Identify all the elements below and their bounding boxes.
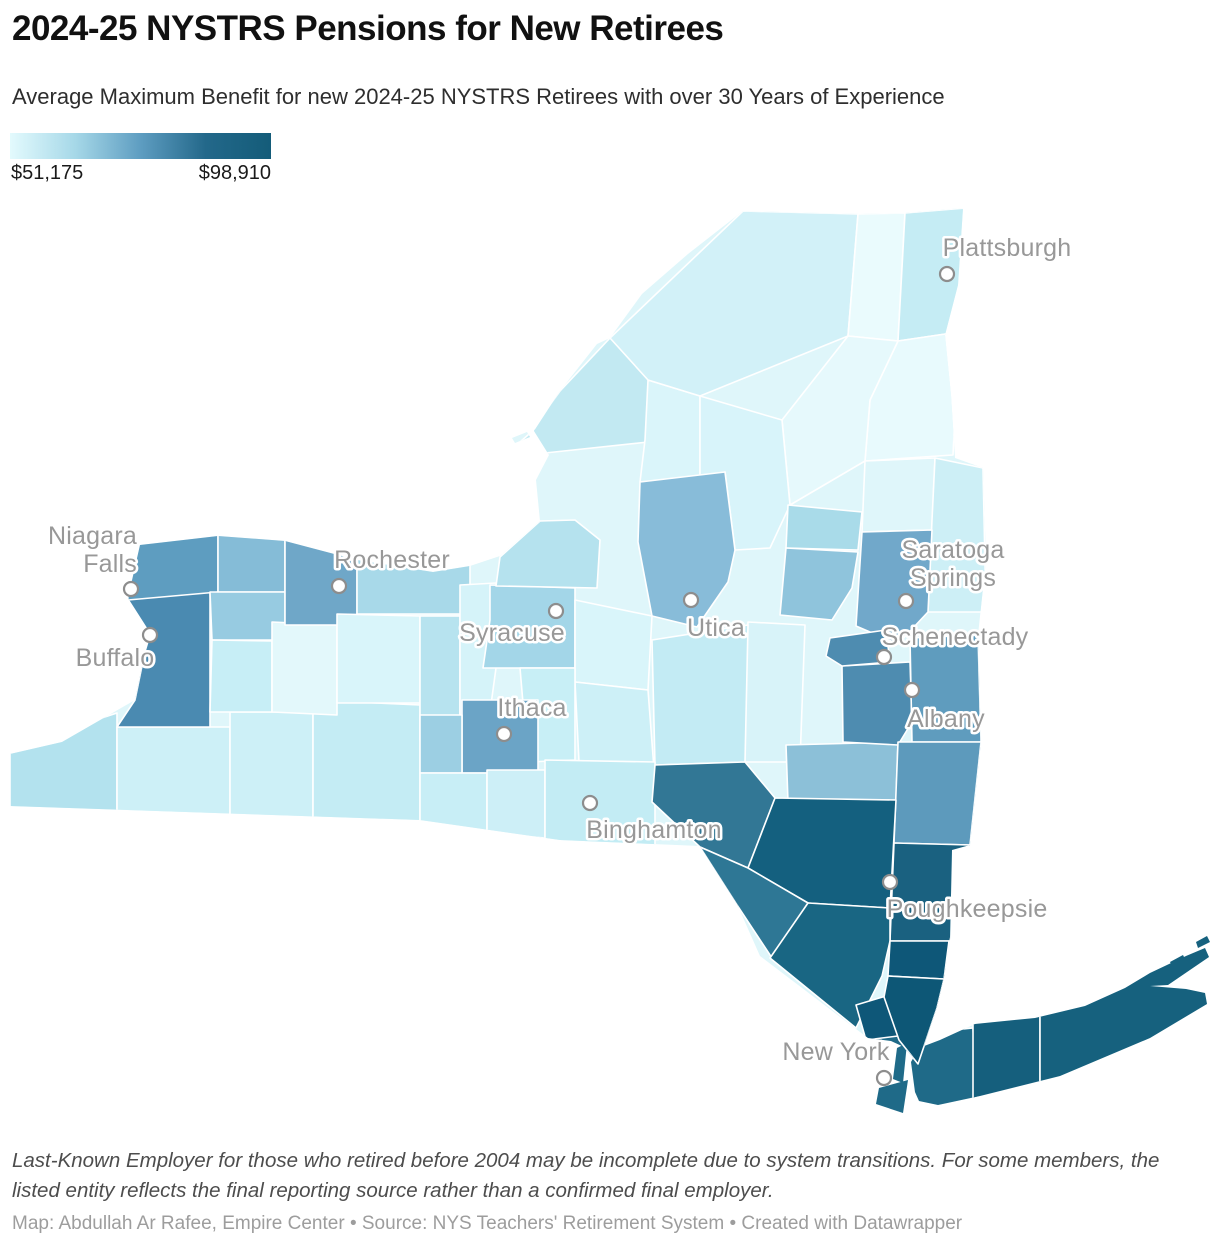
county-washington[interactable] xyxy=(927,457,987,613)
city-label-saratoga-springs: Saratoga Springs xyxy=(901,536,1004,592)
city-dot-saratoga-springs xyxy=(897,592,915,610)
county-livingston[interactable] xyxy=(271,621,338,716)
city-dot-plattsburgh xyxy=(938,265,956,283)
header: 2024-25 NYSTRS Pensions for New Retirees xyxy=(12,9,1208,49)
city-new-york: New York xyxy=(780,1036,893,1087)
county-cattaraugus[interactable] xyxy=(116,726,231,825)
county-chemung[interactable] xyxy=(419,772,488,834)
city-poughkeepsie: Poughkeepsie xyxy=(881,873,1050,926)
county-albany[interactable] xyxy=(841,661,913,746)
city-dot-utica xyxy=(682,591,700,609)
page-subtitle: Average Maximum Benefit for new 2024-25 … xyxy=(12,84,945,109)
county-fulton[interactable] xyxy=(785,504,863,551)
county-orleans[interactable] xyxy=(217,533,286,593)
city-label-schenectady: Schenectady xyxy=(882,623,1029,651)
city-dot-schenectady xyxy=(875,648,893,666)
county-chautauqua[interactable] xyxy=(10,712,118,825)
county-oneida[interactable] xyxy=(637,471,736,628)
legend-min-label: $51,175 xyxy=(11,162,84,184)
county-putnam[interactable] xyxy=(887,940,950,980)
city-dot-rochester xyxy=(330,577,348,595)
county-niagara[interactable] xyxy=(125,533,219,601)
city-schenectady: Schenectady xyxy=(875,621,1031,666)
city-label-plattsburgh: Plattsburgh xyxy=(943,234,1072,262)
city-niagara-falls: Niagara Falls xyxy=(46,520,140,598)
county-franklin[interactable] xyxy=(847,212,906,342)
city-plattsburgh: Plattsburgh xyxy=(938,232,1074,283)
city-dot-new-york xyxy=(875,1069,893,1087)
county-nassau[interactable] xyxy=(972,1011,1041,1116)
county-layer xyxy=(10,208,1216,1116)
city-label-poughkeepsie: Poughkeepsie xyxy=(887,895,1048,923)
county-warren[interactable] xyxy=(861,457,936,533)
city-dot-buffalo xyxy=(141,626,159,644)
city-dot-albany xyxy=(903,681,921,699)
county-greene[interactable] xyxy=(785,741,899,803)
page-title: 2024-25 NYSTRS Pensions for New Retirees xyxy=(12,9,724,48)
city-rochester: Rochester xyxy=(330,544,452,595)
city-syracuse: Syracuse xyxy=(457,602,567,650)
footnote: Last-Known Employer for those who retire… xyxy=(12,1149,1160,1202)
city-layer: Plattsburgh Niagara Falls Buffalo Rochester S… xyxy=(46,232,1074,1087)
county-madison[interactable] xyxy=(574,599,653,691)
city-label-new-york: New York xyxy=(782,1038,890,1066)
city-utica: Utica xyxy=(682,591,747,645)
county-saratoga[interactable] xyxy=(855,529,933,645)
city-buffalo: Buffalo xyxy=(73,626,159,675)
county-lewis[interactable] xyxy=(639,379,701,483)
city-label-syracuse: Syracuse xyxy=(459,619,565,647)
county-schuyler[interactable] xyxy=(419,714,463,774)
county-schoharie[interactable] xyxy=(741,621,806,763)
county-columbia[interactable] xyxy=(893,741,982,846)
city-dot-ithaca xyxy=(495,725,513,743)
city-albany: Albany xyxy=(903,681,987,736)
attribution-line: Map: Abdullah Ar Rafee, Empire Center • … xyxy=(12,1213,963,1234)
city-label-buffalo: Buffalo xyxy=(76,644,155,672)
county-orange[interactable] xyxy=(769,902,891,1029)
county-steuben[interactable] xyxy=(312,699,421,827)
color-legend: $51,175 $98,910 xyxy=(10,133,271,186)
legend-labels: $51,175 $98,910 xyxy=(10,159,271,184)
city-ithaca: Ithaca xyxy=(495,692,569,743)
city-label-binghamton: Binghamton xyxy=(586,816,721,844)
city-saratoga-springs: Saratoga Springs xyxy=(897,534,1007,610)
county-schenectady[interactable] xyxy=(825,629,891,667)
county-suffolk[interactable] xyxy=(1039,929,1216,1116)
legend-gradient-bar xyxy=(10,133,271,159)
county-allegany[interactable] xyxy=(229,711,314,825)
county-otsego[interactable] xyxy=(651,624,749,766)
city-binghamton: Binghamton xyxy=(581,794,724,847)
county-wyoming[interactable] xyxy=(209,639,273,713)
city-label-albany: Albany xyxy=(907,705,985,733)
city-label-utica: Utica xyxy=(687,614,745,642)
city-label-ithaca: Ithaca xyxy=(497,694,566,722)
county-oswego[interactable] xyxy=(495,519,601,589)
legend-max-label: $98,910 xyxy=(198,162,271,184)
city-label-niagara-falls: Niagara Falls xyxy=(48,522,137,578)
city-dot-binghamton xyxy=(581,794,599,812)
city-label-rochester: Rochester xyxy=(334,546,450,574)
city-dot-niagara-falls xyxy=(122,580,140,598)
county-tioga[interactable] xyxy=(486,769,546,839)
county-montgomery[interactable] xyxy=(779,547,859,621)
county-dutchess[interactable] xyxy=(889,842,971,942)
city-dot-syracuse xyxy=(547,602,565,620)
county-ontario[interactable] xyxy=(336,613,421,704)
city-dot-poughkeepsie xyxy=(881,873,899,891)
